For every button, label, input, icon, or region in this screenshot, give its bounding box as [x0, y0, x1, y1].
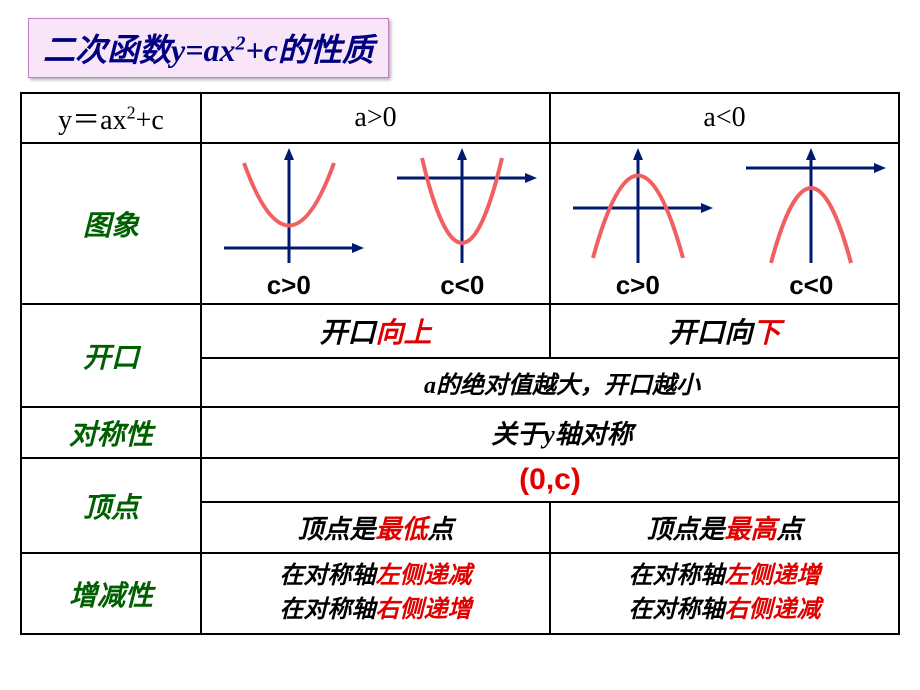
header-formula: y＝ax2+c	[21, 93, 201, 143]
mono-pos: 在对称轴左侧递减 在对称轴右侧递增	[201, 553, 550, 634]
page-title: 二次函数y=ax2+c的性质	[28, 18, 389, 78]
header-a-neg: a<0	[550, 93, 899, 143]
vertex-coord: (0,c)	[201, 458, 899, 502]
row-label-graph: 图象	[21, 143, 201, 304]
title-text-pre: 二次函数y=ax	[43, 32, 235, 68]
open-neg: 开口向下	[550, 304, 899, 358]
vertex-high: 顶点是最高点	[550, 502, 899, 553]
graph-aneg-cpos	[558, 148, 718, 268]
mono-neg: 在对称轴左侧递增 在对称轴右侧递减	[550, 553, 899, 634]
label-cneg-1: c<0	[440, 270, 484, 301]
row-label-open: 开口	[21, 304, 201, 407]
graphs-a-neg: c>0 c<0	[550, 143, 899, 304]
symmetry-text: 关于y轴对称	[201, 407, 899, 458]
graph-apos-cneg	[382, 148, 542, 268]
title-text-suf: +c的性质	[245, 32, 373, 68]
graph-apos-cpos	[209, 148, 369, 268]
label-cpos-1: c>0	[267, 270, 311, 301]
row-label-vertex: 顶点	[21, 458, 201, 553]
label-cneg-2: c<0	[789, 270, 833, 301]
open-pos: 开口向上	[201, 304, 550, 358]
graphs-a-pos: c>0 c<0	[201, 143, 550, 304]
properties-table: y＝ax2+c a>0 a<0 图象 c>0	[20, 92, 900, 635]
label-cpos-2: c>0	[616, 270, 660, 301]
header-a-pos: a>0	[201, 93, 550, 143]
vertex-low: 顶点是最低点	[201, 502, 550, 553]
title-sup: 2	[235, 32, 245, 54]
row-label-mono: 增减性	[21, 553, 201, 634]
row-label-sym: 对称性	[21, 407, 201, 458]
open-abs-note: a的绝对值越大，开口越小	[201, 358, 899, 407]
graph-aneg-cneg	[731, 148, 891, 268]
